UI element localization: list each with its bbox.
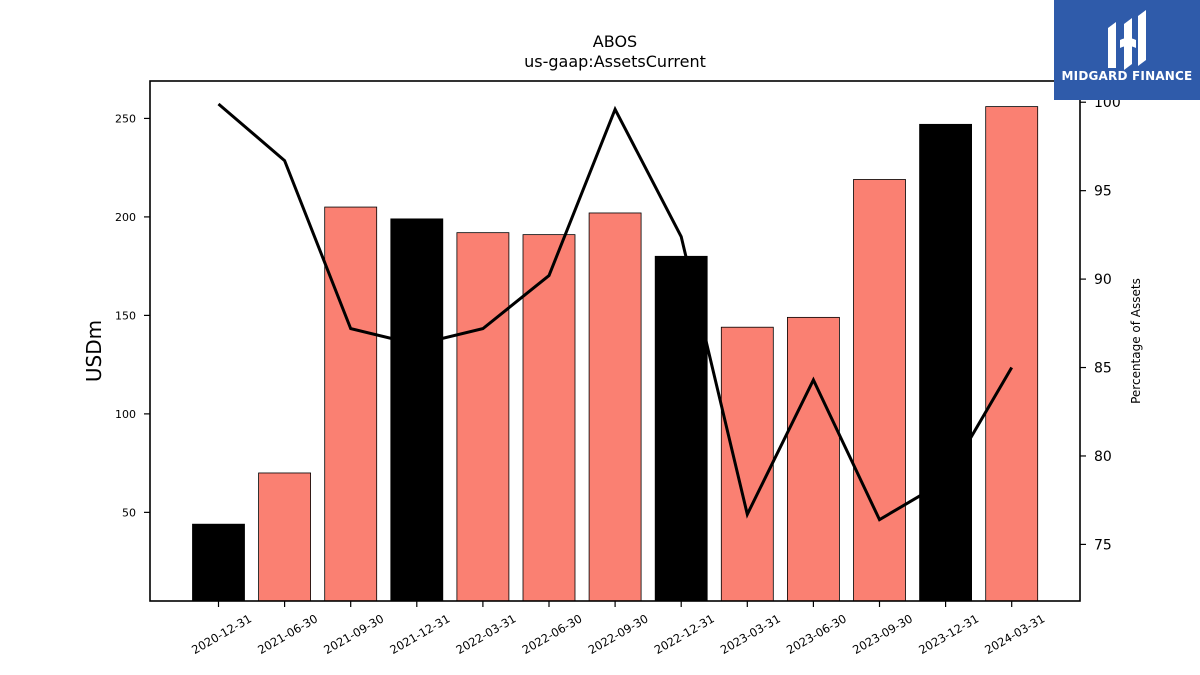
x-tick-label: 2022-03-31 <box>454 611 519 657</box>
bar <box>258 472 312 602</box>
bar <box>456 232 510 602</box>
y-tick-label: 50 <box>122 506 136 519</box>
bar <box>522 234 576 602</box>
y2-tick-label: 90 <box>1094 272 1112 288</box>
chart-title: ABOS <box>592 32 638 51</box>
bar <box>985 106 1039 602</box>
midgard-logo-icon <box>1108 10 1146 70</box>
bar <box>720 326 774 602</box>
bar <box>919 123 972 602</box>
y2-tick-label: 85 <box>1094 361 1112 377</box>
x-tick-label: 2024-03-31 <box>982 611 1047 657</box>
y-tick-label: 100 <box>115 408 136 421</box>
y-tick-label: 200 <box>115 211 136 224</box>
y2-axis-label: Percentage of Assets <box>1129 278 1143 404</box>
y2-tick-label: 75 <box>1094 537 1112 553</box>
x-tick-label: 2023-06-30 <box>784 611 849 657</box>
x-tick-label: 2021-12-31 <box>387 611 452 657</box>
x-tick-label: 2022-12-31 <box>652 611 717 657</box>
bar <box>787 316 840 602</box>
x-tick-label: 2023-09-30 <box>850 611 915 657</box>
x-tick-label: 2021-09-30 <box>321 611 386 657</box>
x-tick-label: 2023-03-31 <box>718 611 783 657</box>
x-tick-label: 2021-06-30 <box>255 611 320 657</box>
y2-tick-label: 80 <box>1094 449 1112 465</box>
logo-text: MIDGARD FINANCE <box>1061 69 1193 83</box>
chart-subtitle: us-gaap:AssetsCurrent <box>524 52 706 71</box>
bar <box>192 523 245 602</box>
bar <box>324 206 378 602</box>
x-tick-label: 2022-09-30 <box>586 611 651 657</box>
y-tick-label: 150 <box>115 309 136 322</box>
bar <box>853 179 906 602</box>
percentage-line <box>217 102 1013 522</box>
x-tick-label: 2020-12-31 <box>189 611 254 657</box>
bar <box>390 218 444 602</box>
y-axis-label: USDm <box>82 320 106 382</box>
brand-logo: MIDGARD FINANCE <box>1054 0 1200 100</box>
x-tick-label: 2023-12-31 <box>916 611 981 657</box>
x-tick-label: 2022-06-30 <box>520 611 585 657</box>
bar <box>588 212 642 602</box>
y-tick-label: 250 <box>115 112 136 125</box>
y2-tick-label: 95 <box>1094 184 1112 200</box>
